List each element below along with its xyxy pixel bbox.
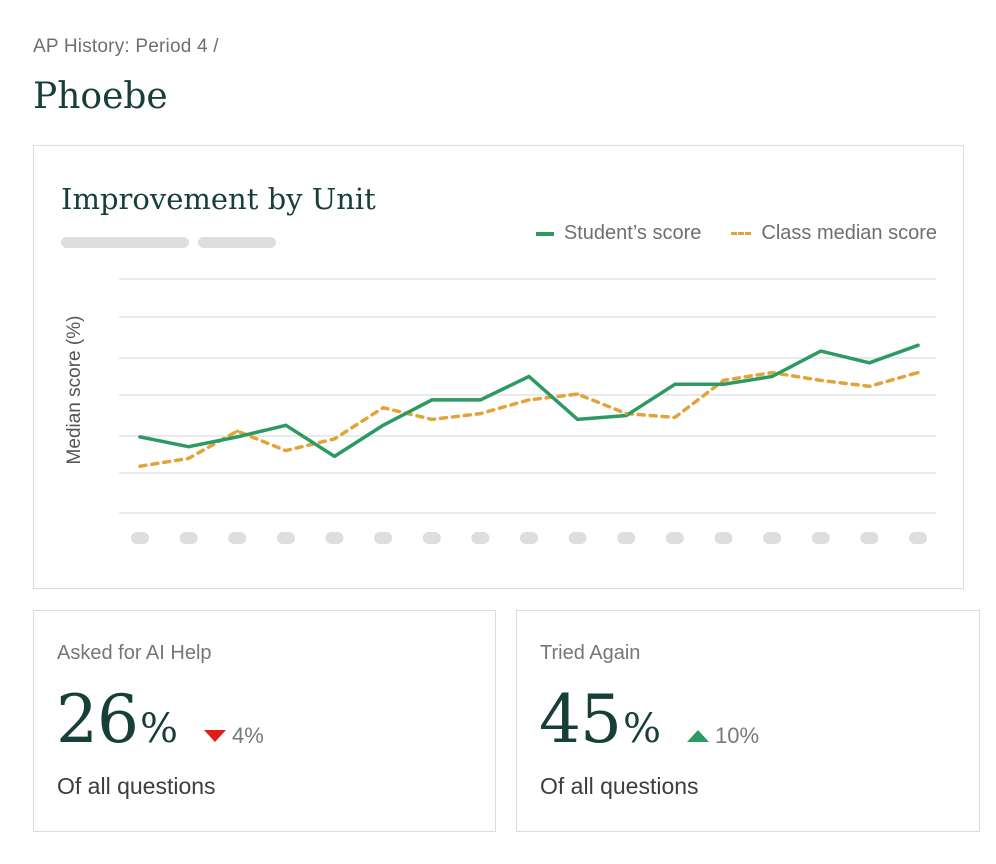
class-median-point: [819, 378, 823, 382]
stat-value-row: 26 % 4%: [56, 681, 264, 758]
improvement-chart-card: Improvement by Unit Student’s score Clas…: [33, 145, 964, 589]
x-tick-placeholder: [811, 532, 830, 544]
student-score-point: [673, 382, 677, 386]
stat-unit: %: [139, 706, 178, 752]
legend-label-student: Student’s score: [563, 222, 702, 244]
chart-legend: Student’s score Class median score: [535, 222, 937, 245]
tried-again-stat-card: Tried Again 45 % 10% Of all questions: [516, 610, 980, 832]
class-median-points: [138, 371, 920, 468]
triangle-up-icon: [687, 730, 709, 742]
student-score-point: [916, 343, 920, 347]
breadcrumb[interactable]: AP History: Period 4 /: [33, 36, 219, 57]
chart-title: Improvement by Unit: [61, 182, 376, 216]
x-tick-placeholder: [763, 532, 782, 544]
class-median-point: [478, 411, 482, 416]
student-score-point: [235, 435, 239, 439]
x-tick-placeholder: [520, 532, 538, 544]
stat-value: 45: [539, 681, 622, 758]
x-tick-placeholder: [422, 532, 441, 544]
page-title: Phoebe: [33, 76, 168, 117]
legend-label-class: Class median score: [761, 222, 937, 244]
stat-delta-value: 10%: [715, 723, 760, 748]
student-score-point: [332, 454, 337, 459]
class-median-point: [332, 437, 337, 441]
stat-unit: %: [622, 706, 661, 752]
class-median-line: [138, 370, 920, 468]
grid-lines: [119, 278, 936, 514]
x-tick-placeholder: [325, 532, 344, 544]
class-median-point: [770, 371, 774, 375]
student-score-point: [187, 445, 191, 449]
class-median-point: [381, 406, 385, 410]
x-tick-placeholder: [860, 532, 879, 544]
x-tick-placeholder: [568, 532, 587, 544]
student-score-point: [867, 361, 871, 365]
student-score-point: [721, 382, 726, 386]
triangle-down-icon: [204, 730, 226, 742]
x-tick-placeholders: [131, 532, 927, 544]
student-score-point: [284, 423, 288, 427]
x-tick-placeholder: [131, 532, 149, 544]
x-tick-placeholder: [276, 532, 295, 544]
class-median-point: [430, 417, 434, 421]
stat-label: Tried Again: [540, 642, 641, 664]
legend-swatch-dashed: [731, 232, 752, 235]
legend-swatch-solid: [535, 231, 554, 236]
class-median-point: [916, 371, 920, 375]
class-median-point: [867, 384, 871, 388]
student-score-point: [576, 417, 580, 421]
ai-help-stat-card: Asked for AI Help 26 % 4% Of all questio…: [33, 610, 496, 832]
x-tick-placeholder: [228, 532, 247, 544]
line-chart: Median score (%): [64, 278, 936, 544]
stat-label: Asked for AI Help: [57, 642, 212, 664]
student-score-point: [430, 398, 434, 402]
student-score-point: [138, 435, 142, 439]
stat-delta: 10%: [687, 723, 759, 749]
class-median-point: [138, 464, 142, 468]
class-median-point: [624, 411, 628, 416]
y-axis-label: Median score (%): [64, 316, 85, 465]
student-score-point: [381, 423, 385, 427]
x-tick-placeholder: [714, 532, 733, 544]
x-tick-placeholder: [665, 532, 684, 544]
x-tick-placeholder: [909, 532, 927, 544]
x-tick-placeholder: [179, 532, 198, 544]
class-median-point: [673, 415, 677, 420]
student-score-points: [138, 343, 920, 459]
student-score-point: [819, 349, 823, 353]
subtitle-placeholder-bar: [198, 237, 276, 248]
student-score-point: [770, 374, 774, 379]
class-median-point: [721, 378, 726, 382]
legend-item-class: Class median score: [731, 222, 937, 245]
stat-delta: 4%: [204, 723, 264, 749]
class-median-point: [235, 429, 239, 433]
class-median-point: [576, 392, 580, 396]
x-tick-placeholder: [617, 532, 636, 544]
x-tick-placeholder: [374, 532, 393, 544]
student-score-point: [478, 398, 482, 402]
class-median-point: [187, 456, 191, 460]
subtitle-placeholder-bar: [61, 237, 189, 248]
class-median-point: [284, 449, 288, 453]
stat-delta-value: 4%: [232, 723, 264, 748]
stat-caption: Of all questions: [540, 773, 699, 799]
class-median-point: [527, 398, 531, 402]
legend-item-student: Student’s score: [535, 222, 702, 245]
stat-value: 26: [56, 681, 139, 758]
x-tick-placeholder: [471, 532, 490, 544]
student-score-point: [527, 374, 531, 379]
stat-caption: Of all questions: [57, 773, 216, 799]
stat-value-row: 45 % 10%: [539, 681, 759, 758]
